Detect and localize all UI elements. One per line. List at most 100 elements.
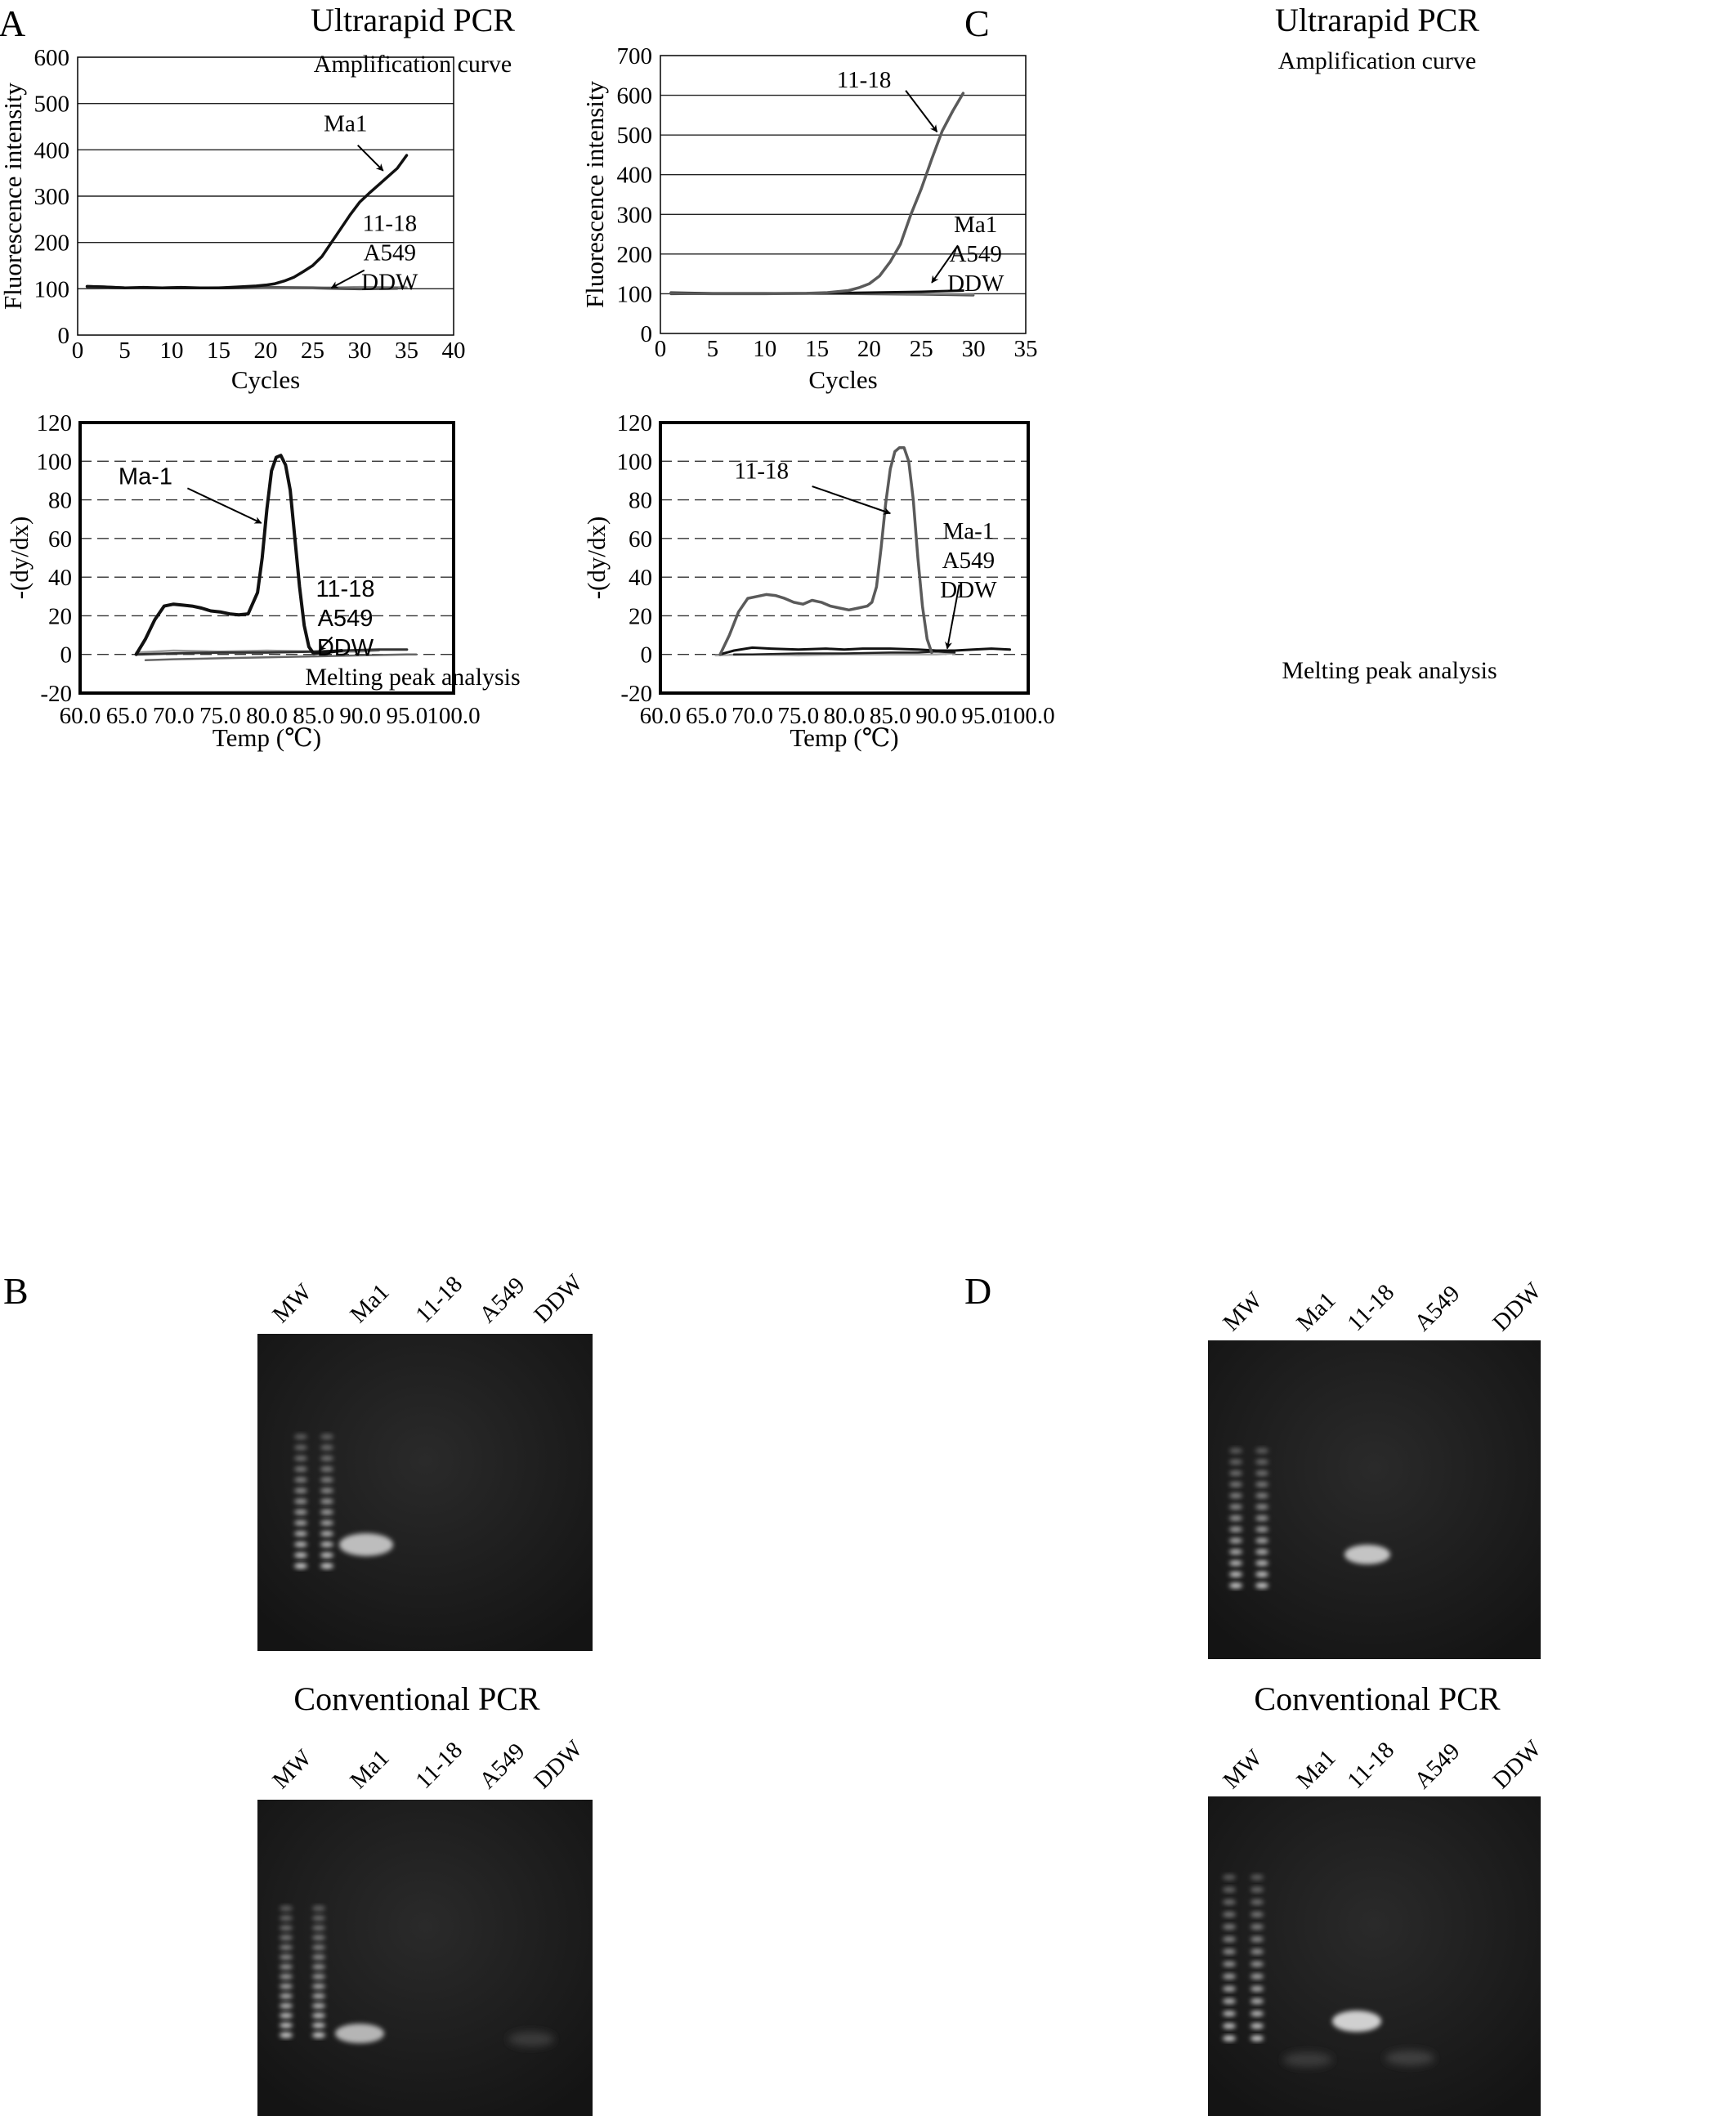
annotation-0: 11-18	[734, 459, 892, 515]
ladder-band	[1251, 1886, 1264, 1893]
y-tick-label: 400	[34, 137, 70, 163]
annotation-label: A549	[364, 240, 416, 266]
y-tick-label: 100	[617, 449, 653, 475]
ladder-band	[1255, 1515, 1268, 1521]
panel-letter-b: B	[3, 1270, 29, 1312]
y-tick-label: 0	[60, 642, 73, 669]
x-tick-label: 10	[160, 338, 184, 364]
y-tick-label: 100	[617, 281, 653, 307]
y-axis-label: -(dy/dx)	[5, 517, 34, 600]
ladder-band	[1223, 1936, 1236, 1943]
ladder-band	[1251, 1973, 1264, 1980]
x-axis-label: Temp (℃)	[790, 723, 898, 752]
gel-d-bottom-band-11-18	[1332, 2011, 1381, 2032]
ladder-band	[312, 1964, 325, 1971]
lane-label: 11-18	[1342, 1279, 1399, 1336]
annotation-arrow	[945, 584, 960, 650]
panel-c-subtitle: Amplification curve	[1278, 47, 1476, 74]
annotation-0: Ma-1	[119, 464, 262, 524]
x-tick-label: 60.0	[60, 703, 101, 729]
y-tick-label: 60	[48, 526, 72, 552]
y-tick-label: 300	[34, 184, 70, 210]
annotation-arrow	[356, 144, 384, 172]
gel-d-bottom-lane-labels: MW Ma1 11-18 A549 DDW	[1218, 1735, 1546, 1794]
y-tick-label: 40	[48, 565, 72, 591]
panel-a-title: Ultrarapid PCR	[311, 2, 515, 38]
ladder-band	[294, 1487, 307, 1494]
x-tick-label: 15	[207, 338, 230, 364]
ladder-band	[294, 1563, 307, 1569]
y-tick-label: 120	[37, 410, 73, 436]
y-tick-label: 400	[617, 163, 653, 189]
panel-a-subtitle: Amplification curve	[314, 51, 512, 78]
panel-d-conventional-title: Conventional PCR	[1254, 1680, 1500, 1717]
ladder-band	[294, 1444, 307, 1451]
x-tick-label: 20	[857, 336, 881, 362]
series-line-ddw	[135, 649, 380, 654]
ladder-band	[294, 1519, 307, 1526]
ladder-band	[1229, 1526, 1242, 1532]
ladder-band	[312, 2032, 325, 2038]
ladder-band	[312, 1973, 325, 1980]
x-tick-label: 90.0	[915, 703, 957, 729]
ladder-band	[320, 1531, 333, 1537]
ladder-band	[1251, 1924, 1264, 1930]
ladder-band	[280, 1983, 293, 1989]
ladder-band	[294, 1531, 307, 1537]
gel-b-top	[257, 1334, 593, 1651]
x-tick-label: 60.0	[640, 703, 682, 729]
x-tick-label: 10	[753, 336, 776, 362]
ladder-band	[1255, 1560, 1268, 1566]
ladder-band	[312, 1983, 325, 1989]
annotation-label: Ma-1	[942, 518, 994, 544]
ladder-band	[312, 1993, 325, 1999]
ladder-band	[1255, 1447, 1268, 1454]
gel-d-bottom-faint-band-1	[1283, 2052, 1332, 2067]
ladder-band	[320, 1466, 333, 1472]
ladder-band	[280, 1964, 293, 1971]
y-tick-label: 0	[58, 323, 70, 349]
ladder-band	[294, 1455, 307, 1461]
ladder-band	[1251, 1985, 1264, 1992]
y-tick-label: 20	[48, 603, 72, 629]
ladder-band	[280, 1954, 293, 1961]
chart-c-amplification: 0 100 200 300 400 500 600 700 0 5 10 15 20 25 30 35 Cycl…	[580, 43, 1038, 394]
ladder-band	[312, 1915, 325, 1921]
ladder-band	[1229, 1549, 1242, 1555]
ladder-band	[280, 1944, 293, 1951]
x-tick-label: 80.0	[824, 703, 866, 729]
lane-label: A549	[474, 1738, 530, 1794]
gel-b-bottom-band-ma1	[335, 2024, 384, 2043]
gel-d-bottom-background	[1208, 1796, 1541, 2116]
ladder-band	[1255, 1537, 1268, 1544]
x-tick-label: 35	[395, 338, 418, 364]
ladder-band	[312, 1935, 325, 1941]
annotation-label: 11-18	[363, 211, 418, 237]
ladder-band	[1255, 1549, 1268, 1555]
annotation-label: A549	[318, 606, 374, 632]
x-tick-label: 0	[72, 338, 84, 364]
annotation-label: DDW	[940, 577, 997, 603]
lane-label: MW	[267, 1278, 317, 1328]
x-tick-label: 95.0	[387, 703, 428, 729]
x-tick-label: 40	[442, 338, 466, 364]
gel-b-top-band-ma1	[339, 1533, 393, 1556]
gel-d-top-band-11-18	[1345, 1545, 1390, 1564]
lane-label: 11-18	[410, 1737, 468, 1794]
ladder-band	[1251, 2023, 1264, 2029]
gel-b-bottom-ladder	[280, 1905, 325, 2038]
annotation-1: Ma-1 A549 DDW	[940, 518, 997, 650]
gel-d-bottom-faint-band-2	[1385, 2051, 1434, 2065]
x-tick-label: 5	[707, 336, 719, 362]
ladder-band	[320, 1509, 333, 1515]
ladder-band	[1229, 1515, 1242, 1521]
plot-frame	[78, 421, 455, 695]
x-tick-label: 80.0	[246, 703, 288, 729]
x-tick-label: 100.0	[1001, 703, 1054, 729]
ladder-band	[1229, 1492, 1242, 1499]
x-tick-label: 70.0	[153, 703, 195, 729]
x-tick-label: 95.0	[961, 703, 1003, 729]
